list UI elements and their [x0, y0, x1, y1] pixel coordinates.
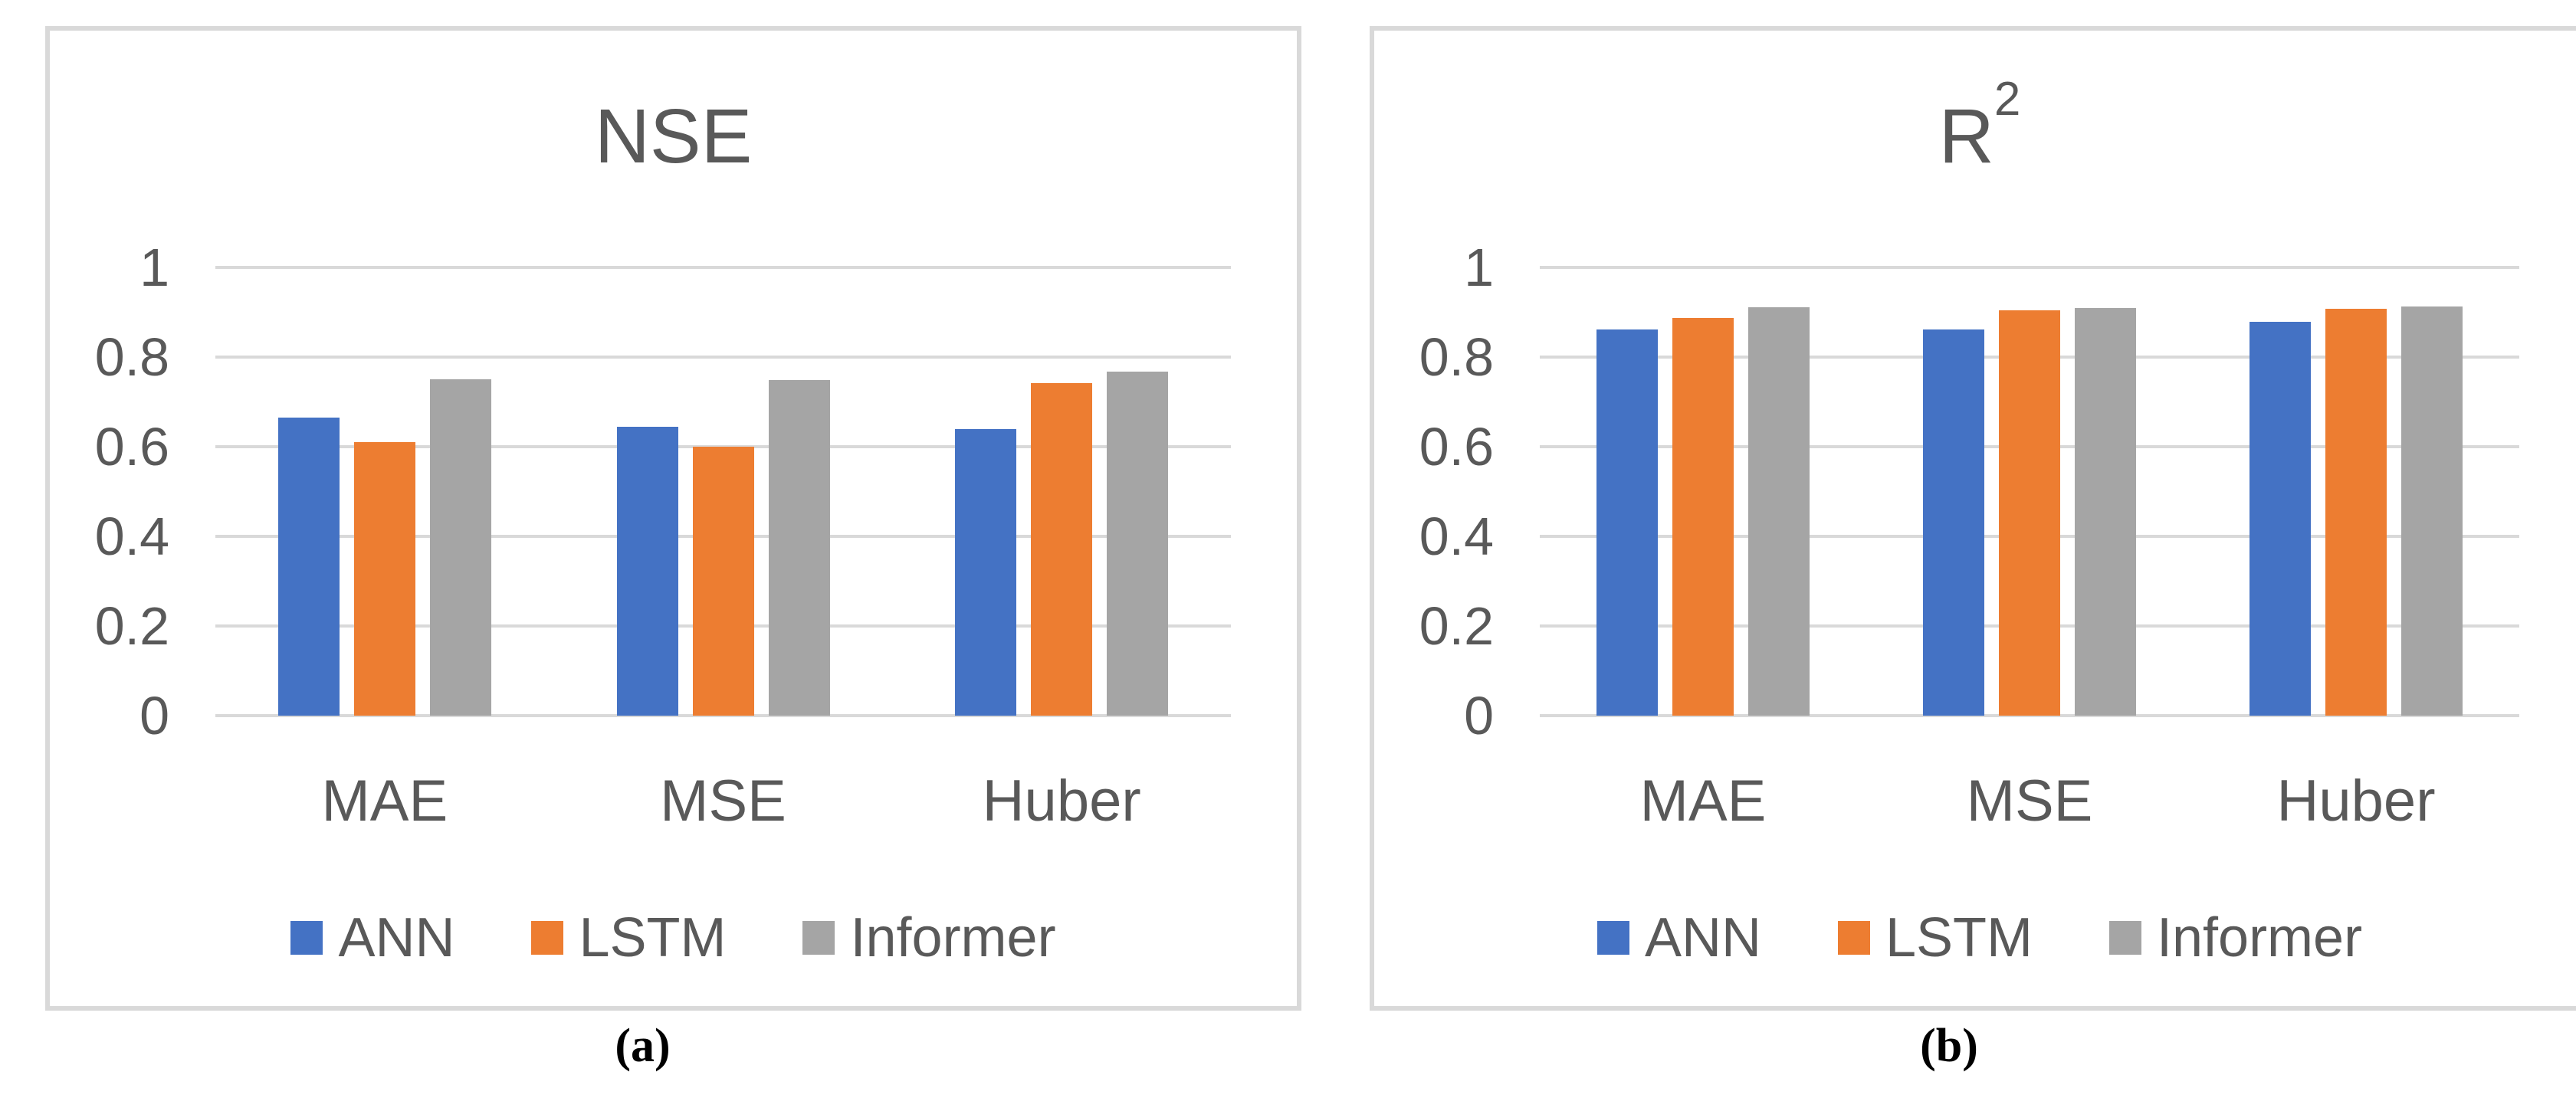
legend-swatch-icon	[2108, 921, 2141, 955]
chart-title-superscript: 2	[1994, 72, 2021, 126]
y-tick-label: 0.2	[1419, 596, 1494, 656]
chart-title-text: NSE	[594, 93, 753, 179]
bar-ann-mae	[277, 417, 340, 716]
bar-ann-mse	[616, 426, 678, 716]
y-tick-label: 0	[1464, 686, 1494, 746]
bar-ann-huber	[955, 428, 1017, 716]
bar-group-mae	[215, 267, 554, 716]
legend-swatch-icon	[1837, 921, 1870, 955]
bar-lstm-mse	[1999, 310, 2060, 716]
bar-group-mse	[554, 267, 893, 716]
bar-group-huber	[2193, 267, 2519, 716]
y-tick-label: 0.4	[94, 506, 169, 566]
bar-informer-huber	[2401, 306, 2463, 716]
bar-informer-mae	[1748, 307, 1810, 716]
bar-informer-mse	[2075, 307, 2136, 716]
bar-group-mae	[1540, 267, 1866, 716]
x-axis-labels: MAE MSE Huber	[1540, 768, 2519, 834]
bar-informer-huber	[1107, 371, 1169, 716]
legend-label: LSTM	[1885, 907, 2033, 969]
legend-label: LSTM	[579, 907, 727, 969]
category-label-mae: MAE	[321, 769, 448, 834]
bar-ann-huber	[2249, 322, 2311, 716]
chart-legend: ANN LSTM Informer	[1374, 906, 2576, 969]
gridline	[1540, 266, 2519, 269]
plot-area: 1 0.8 0.6 0.4 0.2 0	[95, 238, 1231, 746]
legend-label: Informer	[850, 907, 1056, 969]
legend-swatch-icon	[290, 921, 323, 955]
bar-ann-mse	[1923, 329, 1984, 716]
y-tick-label: 0.4	[1419, 506, 1494, 566]
legend-item-informer: Informer	[2108, 906, 2363, 969]
chart-panel-nse: NSE 1 0.8 0.6 0.4 0.2 0 MAE MSE Huber ANN LSTM In…	[45, 26, 1301, 1011]
y-tick-label: 0.6	[94, 417, 169, 477]
gridline	[215, 356, 1231, 359]
chart-title: NSE	[50, 97, 1297, 177]
category-label-mae: MAE	[1639, 769, 1767, 834]
gridline	[215, 714, 1231, 717]
y-tick-label: 0.8	[1419, 327, 1494, 387]
bar-informer-mse	[768, 380, 830, 716]
legend-item-ann: ANN	[290, 906, 454, 969]
y-tick-label: 0	[139, 686, 169, 746]
bar-lstm-huber	[1031, 382, 1093, 716]
legend-label: Informer	[2156, 907, 2363, 969]
legend-item-informer: Informer	[802, 906, 1056, 969]
legend-item-ann: ANN	[1596, 906, 1761, 969]
bar-group-huber	[892, 267, 1231, 716]
legend-label: ANN	[1644, 907, 1761, 969]
bar-informer-mae	[429, 379, 491, 716]
bar-lstm-huber	[2325, 309, 2387, 716]
bar-lstm-mae	[1672, 317, 1734, 716]
legend-item-lstm: LSTM	[531, 906, 726, 969]
category-label-huber: Huber	[2276, 769, 2436, 834]
chart-panel-r-squared: R2 1 0.8 0.6 0.4 0.2 0 MAE MSE Huber ANN LSTM Inf…	[1370, 26, 2576, 1011]
subfigure-caption-b: (b)	[1920, 1020, 1978, 1072]
bars-layer	[215, 267, 1231, 716]
y-tick-label: 1	[139, 238, 169, 297]
y-tick-label: 1	[1464, 238, 1494, 297]
category-label-huber: Huber	[982, 769, 1141, 834]
bar-ann-mae	[1596, 329, 1658, 716]
bar-group-mse	[1866, 267, 2193, 716]
plot-area: 1 0.8 0.6 0.4 0.2 0	[1419, 238, 2519, 746]
chart-title: R2	[1374, 75, 2576, 177]
y-tick-label: 0.8	[94, 327, 169, 387]
x-axis-labels: MAE MSE Huber	[215, 768, 1231, 834]
gridline	[215, 266, 1231, 269]
legend-item-lstm: LSTM	[1837, 906, 2033, 969]
legend-swatch-icon	[802, 921, 835, 955]
chart-title-text: R	[1938, 93, 1994, 179]
category-label-mse: MSE	[1966, 769, 2093, 834]
subfigure-caption-a: (a)	[615, 1020, 671, 1072]
bar-lstm-mse	[692, 447, 754, 716]
category-label-mse: MSE	[660, 769, 786, 834]
bars-layer	[1540, 267, 2519, 716]
y-tick-label: 0.6	[1419, 417, 1494, 477]
gridline	[1540, 714, 2519, 717]
chart-legend: ANN LSTM Informer	[50, 906, 1297, 969]
legend-swatch-icon	[1596, 921, 1629, 955]
bar-lstm-mae	[353, 442, 415, 716]
y-tick-label: 0.2	[94, 596, 169, 656]
legend-swatch-icon	[531, 921, 564, 955]
legend-label: ANN	[338, 907, 455, 969]
